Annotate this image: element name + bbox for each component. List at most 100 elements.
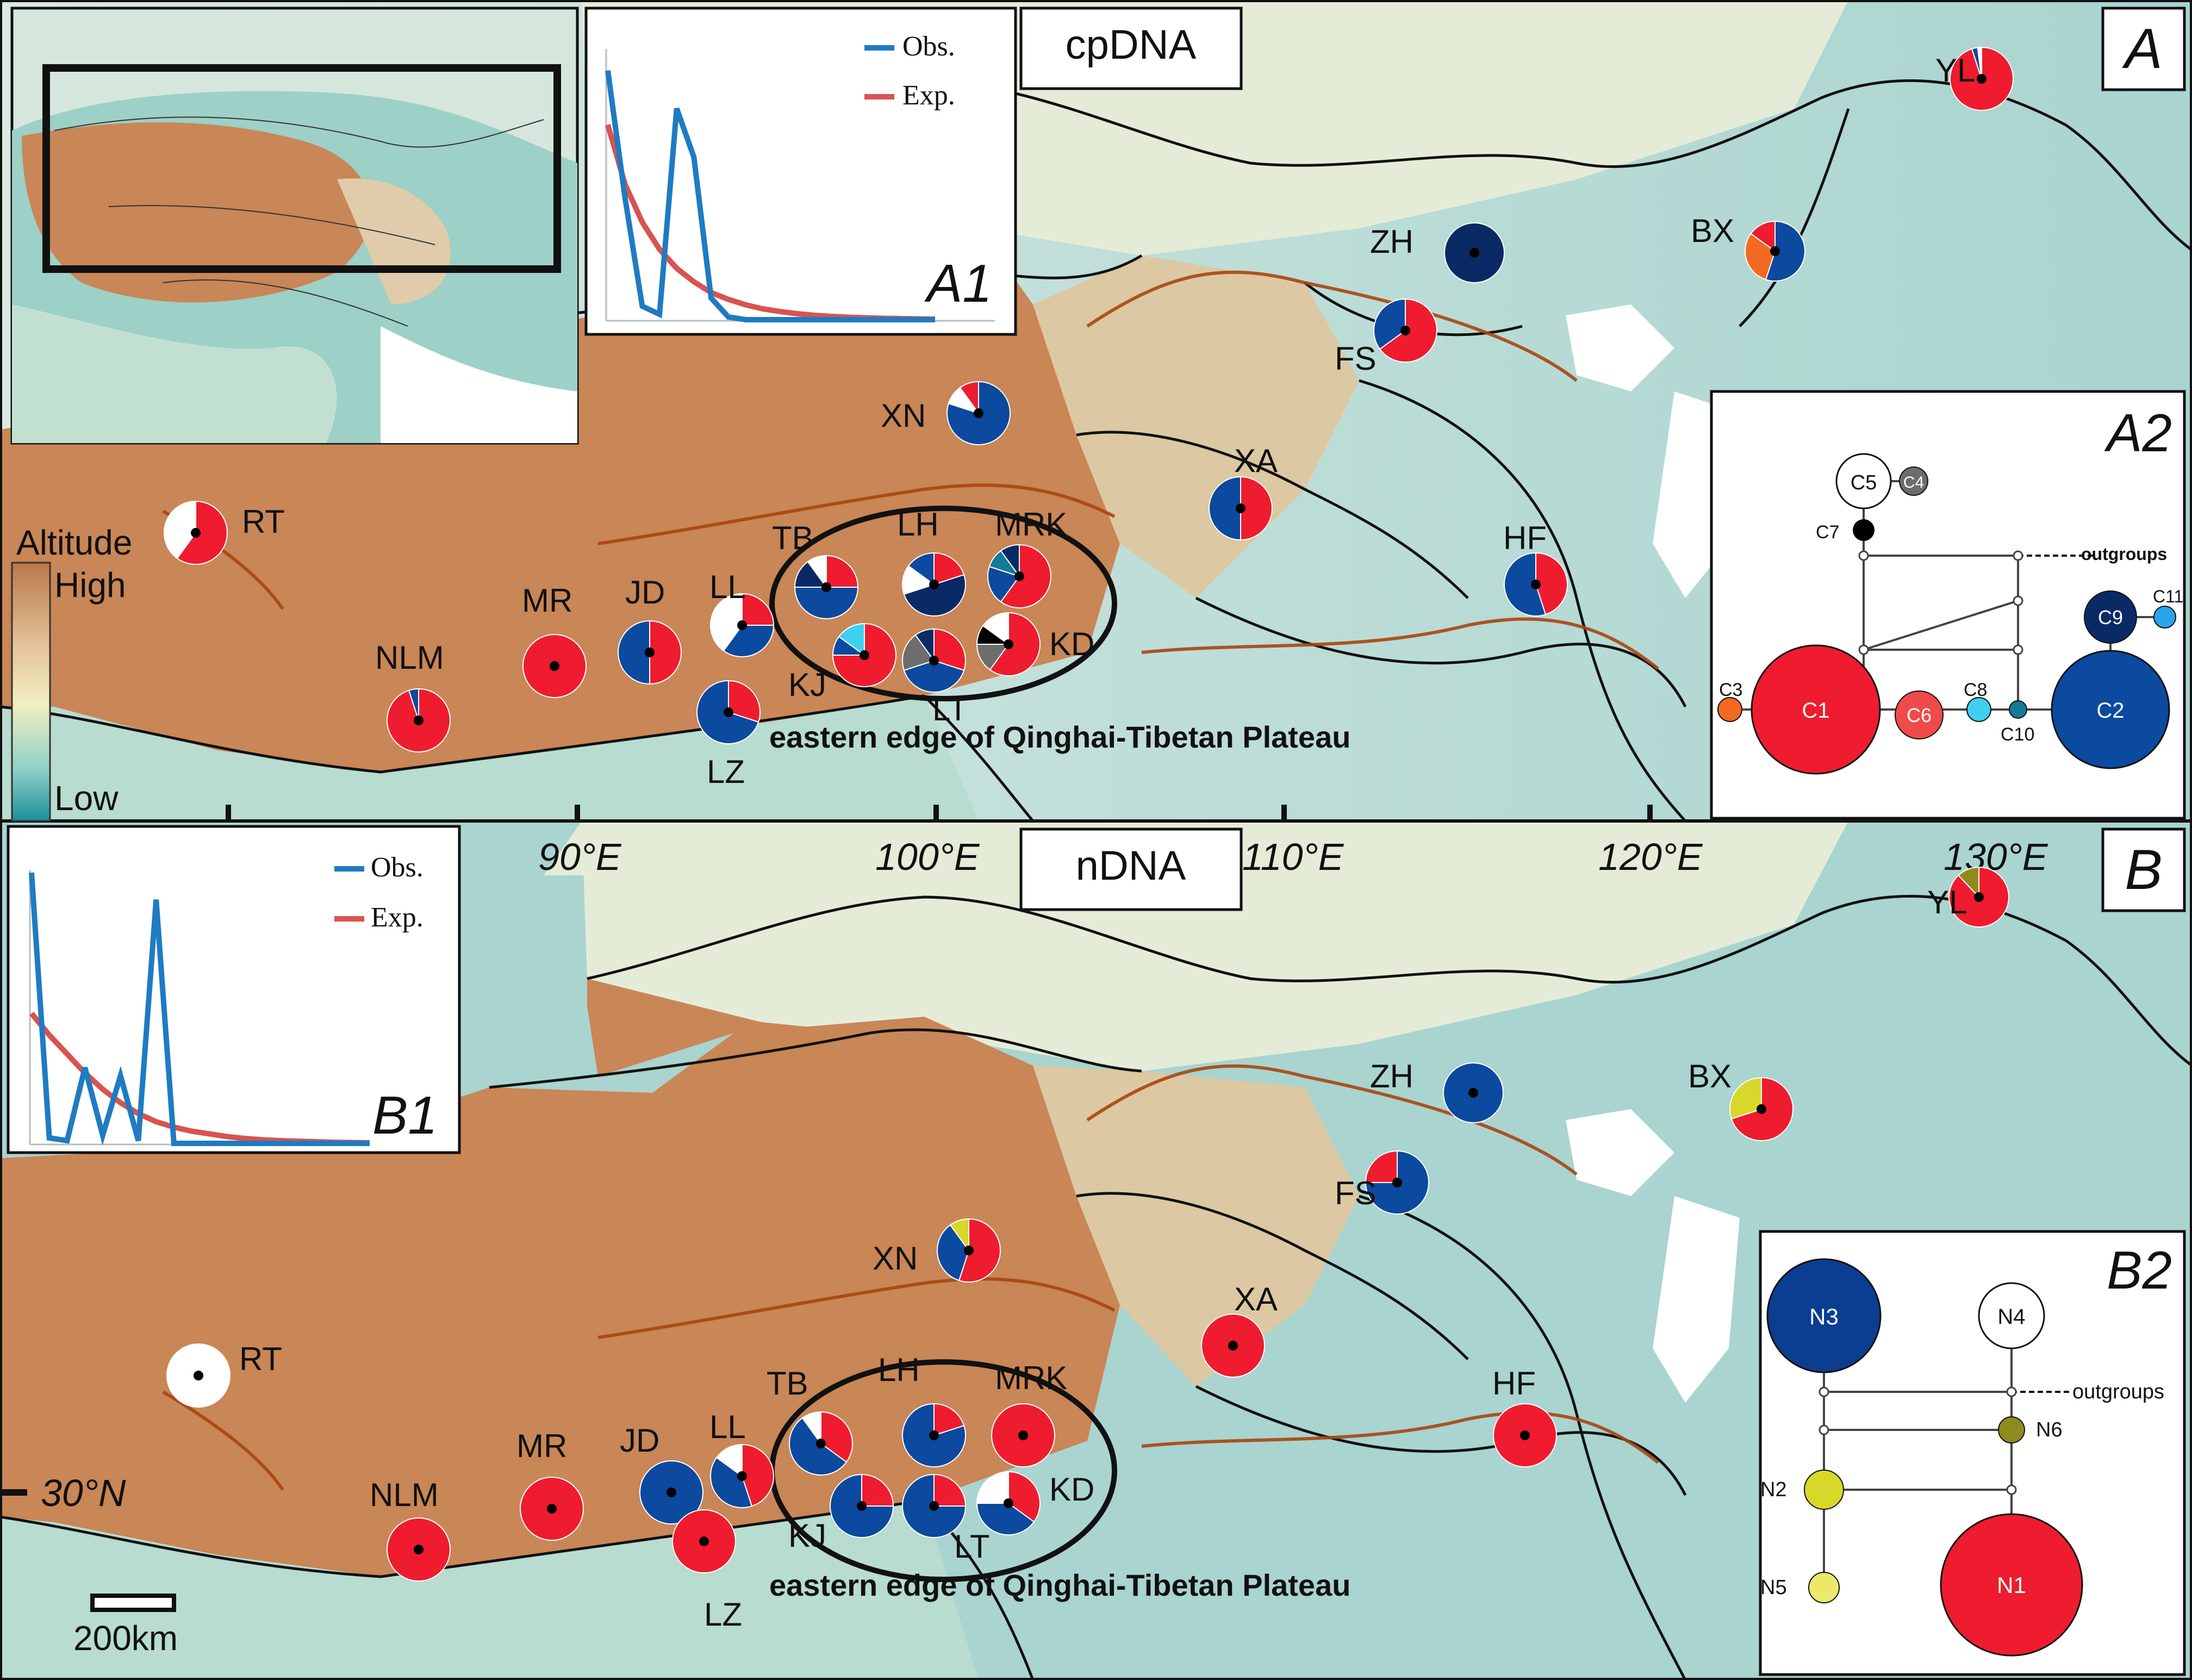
population-label: BX	[1691, 213, 1734, 249]
pie-slice	[987, 565, 1020, 603]
population-label: RT	[242, 503, 285, 540]
population-pie-fs: FS	[1335, 1150, 1429, 1215]
population-label: LT	[932, 691, 968, 727]
plateau-edge-ellipse	[769, 506, 1117, 701]
haplotype-node	[1940, 1513, 2083, 1657]
pie-slice	[976, 644, 1010, 671]
population-pie-yl: YL	[1927, 866, 2009, 928]
population-pie-kd: KD	[976, 1471, 1094, 1535]
pie-slice	[902, 1403, 966, 1467]
svg-text:C9: C9	[2098, 606, 2123, 629]
population-pie-xn: XN	[881, 381, 1011, 445]
altitude-legend: Altitude High Low	[11, 523, 132, 822]
population-label: RT	[239, 1341, 282, 1377]
population-pie-yl: YL	[1935, 46, 2014, 111]
lon-label-120: 120°E	[1598, 836, 1703, 878]
pie-slice	[1750, 220, 1776, 252]
population-label: KJ	[788, 1517, 826, 1554]
population-label: XA	[1234, 1281, 1278, 1317]
population-label: LH	[897, 506, 939, 543]
location-dot	[1468, 1088, 1478, 1098]
pie-slice	[946, 381, 1011, 445]
location-dot	[1770, 246, 1780, 256]
population-label: JD	[620, 1422, 659, 1459]
pie-slice	[801, 1411, 821, 1446]
population-label: XN	[881, 397, 926, 434]
lon-label-130: 130°E	[1944, 836, 2048, 878]
haplotype-node	[1895, 690, 1944, 739]
altitude-high: High	[54, 565, 126, 605]
svg-text:C11: C11	[2153, 587, 2183, 606]
population-pie-jd: JD	[620, 1422, 703, 1525]
pie-slice	[408, 688, 419, 721]
region-label-a: eastern edge of Qinghai-Tibetan Plateau	[769, 720, 1350, 754]
a1-observed-line	[605, 70, 935, 322]
region-label-b: eastern edge of Qinghai-Tibetan Plateau	[769, 1568, 1350, 1602]
pie-slice	[830, 1473, 894, 1538]
marker-ndna: nDNA	[1076, 843, 1186, 889]
pie-slice	[989, 612, 1041, 676]
location-dot	[645, 648, 655, 657]
svg-text:C2: C2	[2096, 699, 2124, 723]
population-label: ZH	[1370, 1058, 1413, 1094]
svg-text:C8: C8	[1964, 680, 1987, 700]
pie-slice	[649, 620, 682, 685]
pie-slice	[949, 1218, 969, 1253]
population-label: HF	[1503, 520, 1547, 556]
pie-slice	[838, 623, 865, 656]
pie-slice	[1209, 476, 1241, 541]
population-pie-kd: KD	[976, 612, 1094, 676]
pie-slice	[742, 593, 775, 626]
population-pie-lt: LT	[902, 628, 968, 727]
location-dot	[191, 528, 201, 538]
pie-slice	[933, 628, 966, 671]
population-label: NLM	[375, 639, 444, 676]
population-pie-hf: HF	[1492, 1365, 1557, 1467]
b1-panel-letter: B1	[372, 1085, 438, 1145]
pie-slice	[976, 1503, 1035, 1535]
population-label: MR	[522, 582, 572, 619]
haplotype-node	[1835, 453, 1892, 509]
pie-slice	[164, 500, 196, 559]
location-dot	[1977, 74, 1986, 84]
population-pie-nlm: NLM	[375, 639, 451, 752]
population-pie-mrk: MRK	[987, 506, 1067, 608]
lon-label-100: 100°E	[875, 836, 980, 878]
location-dot	[724, 707, 733, 717]
haplotype-node	[1853, 519, 1875, 541]
location-dot	[1004, 639, 1013, 649]
location-dot	[1228, 1341, 1238, 1351]
location-dot	[737, 1471, 747, 1481]
pie-slice	[903, 574, 966, 617]
a1-legend-exp: Exp.	[902, 80, 955, 111]
population-pie-xn: XN	[873, 1218, 1001, 1283]
lon-label-110: 110°E	[1242, 836, 1344, 878]
svg-text:N6: N6	[2036, 1418, 2063, 1441]
pie-slice	[1008, 1471, 1041, 1523]
pie-slice	[723, 625, 775, 657]
pie-slice	[715, 1443, 743, 1477]
population-label: FS	[1335, 1175, 1377, 1211]
pie-slice	[902, 1473, 967, 1538]
location-dot	[414, 1545, 424, 1554]
population-pies-a: YL ZH BX FS XN XA HF RT MR NLM JD LL LZ TB LH MRK KJ LT KD	[164, 46, 2014, 790]
pie-slice	[982, 612, 1009, 645]
location-inset	[10, 7, 579, 445]
population-label: KJ	[788, 667, 826, 703]
mismatch-chart-a1: Obs. Exp. A1	[584, 7, 1017, 336]
pie-slice	[807, 555, 827, 589]
population-label: NLM	[370, 1477, 439, 1513]
location-dot	[737, 620, 747, 630]
population-label: LT	[954, 1528, 990, 1565]
haplotype-node	[2084, 590, 2137, 644]
location-dot	[1004, 1498, 1013, 1508]
pie-slice	[937, 1224, 970, 1281]
svg-text:C4: C4	[1903, 474, 1924, 491]
population-label: YL	[1927, 884, 1967, 920]
population-label: KD	[1049, 626, 1094, 662]
population-label: JD	[625, 574, 665, 611]
svg-text:C7: C7	[1816, 522, 1839, 543]
population-pie-kj: KJ	[788, 1473, 894, 1554]
a2-panel-letter: A2	[2104, 403, 2172, 463]
pie-slice	[820, 1411, 853, 1463]
